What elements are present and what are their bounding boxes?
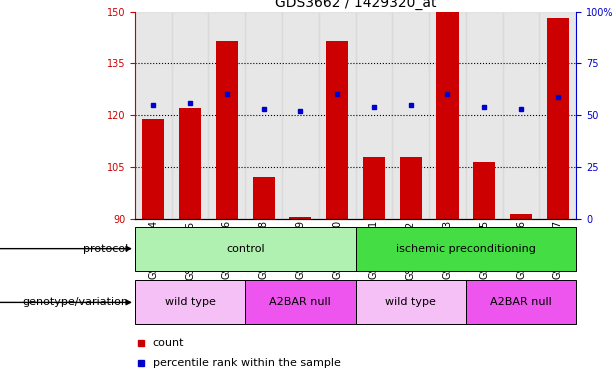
Bar <box>142 119 164 219</box>
Bar <box>392 12 429 219</box>
Bar <box>503 12 539 219</box>
Text: wild type: wild type <box>386 297 436 308</box>
Bar <box>326 41 348 219</box>
Bar <box>429 12 466 219</box>
Bar <box>363 157 385 219</box>
Bar <box>356 12 392 219</box>
Bar <box>466 12 503 219</box>
Bar <box>135 280 245 324</box>
Bar <box>473 162 495 219</box>
Text: percentile rank within the sample: percentile rank within the sample <box>153 358 340 368</box>
Bar <box>400 157 422 219</box>
Text: A2BAR null: A2BAR null <box>270 297 331 308</box>
Bar <box>547 18 569 219</box>
Text: genotype/variation: genotype/variation <box>23 297 129 308</box>
Bar <box>436 12 459 219</box>
Bar <box>245 280 356 324</box>
Text: control: control <box>226 243 265 254</box>
Bar <box>356 227 576 271</box>
Text: wild type: wild type <box>165 297 215 308</box>
Title: GDS3662 / 1429320_at: GDS3662 / 1429320_at <box>275 0 436 10</box>
Bar <box>253 177 275 219</box>
Bar <box>289 217 311 219</box>
Bar <box>510 214 532 219</box>
Text: A2BAR null: A2BAR null <box>490 297 552 308</box>
Bar <box>282 12 319 219</box>
Bar <box>135 12 172 219</box>
Bar <box>172 12 208 219</box>
Bar <box>539 12 576 219</box>
Bar <box>208 12 245 219</box>
Bar <box>245 12 282 219</box>
Bar <box>216 41 238 219</box>
Text: count: count <box>153 338 184 348</box>
Bar <box>179 108 201 219</box>
Bar <box>135 227 356 271</box>
Text: protocol: protocol <box>83 243 129 254</box>
Bar <box>319 12 356 219</box>
Bar <box>356 280 466 324</box>
Bar <box>466 280 576 324</box>
Text: ischemic preconditioning: ischemic preconditioning <box>396 243 536 254</box>
